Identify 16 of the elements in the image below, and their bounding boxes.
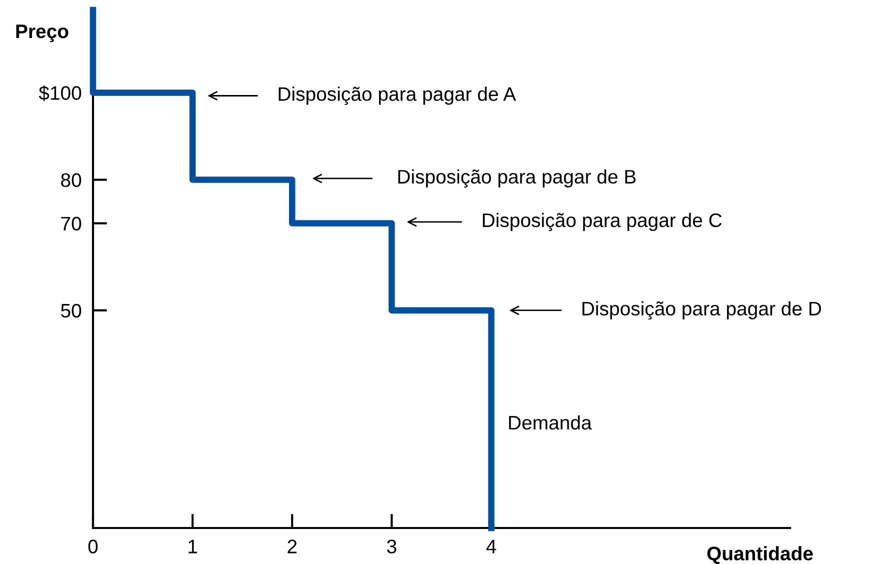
series-label: Demanda <box>509 415 592 430</box>
y-tick-label: $100 <box>38 85 82 102</box>
x-tick-label: 0 <box>88 540 98 554</box>
annotation: Disposição para pagar de A <box>278 86 516 105</box>
x-tick-label: 2 <box>288 540 297 554</box>
annotation: Disposição para pagar de D <box>582 301 822 320</box>
y-axis-title: Preço <box>16 24 68 42</box>
x-tick-label: 4 <box>486 540 496 554</box>
y-tick-label: 50 <box>61 304 82 318</box>
x-tick-label: 3 <box>387 540 396 554</box>
x-axis-title: Quantidade <box>707 546 813 564</box>
y-tick-label: 80 <box>61 173 82 187</box>
y-tick-label: 70 <box>61 216 82 231</box>
x-tick-label: 1 <box>188 540 198 554</box>
annotation: Disposição para pagar de C <box>482 212 722 232</box>
annotation: Disposição para pagar de B <box>398 169 636 188</box>
